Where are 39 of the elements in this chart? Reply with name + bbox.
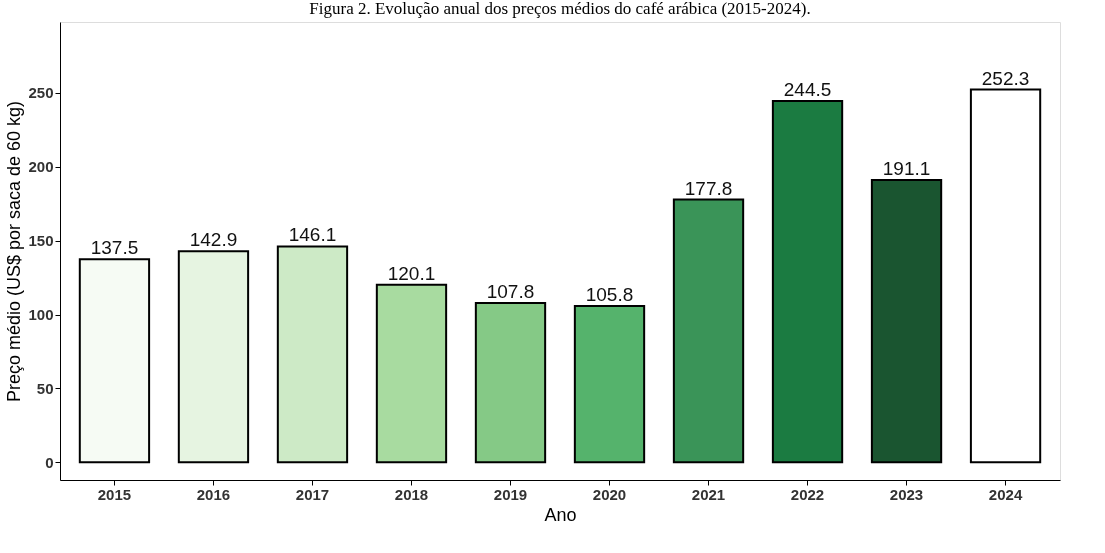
x-tick-label: 2019 bbox=[493, 485, 528, 503]
x-tick-label: 2017 bbox=[295, 485, 330, 503]
data-label: 146.1 bbox=[288, 224, 337, 246]
x-tick-label: 2022 bbox=[790, 485, 825, 503]
x-tick-label: 2018 bbox=[394, 485, 429, 503]
bar bbox=[969, 88, 1042, 464]
chart-title: Figura 2. Evolução anual dos preços médios do café arábica (2015-2024). bbox=[309, 0, 811, 18]
data-label: 120.1 bbox=[387, 262, 436, 284]
data-label: 244.5 bbox=[783, 79, 832, 101]
data-label: 177.8 bbox=[684, 177, 733, 199]
data-label: 191.1 bbox=[882, 157, 931, 179]
data-label: 107.8 bbox=[486, 281, 535, 303]
bar bbox=[276, 245, 349, 464]
data-label: 105.8 bbox=[585, 283, 634, 305]
bar bbox=[78, 258, 151, 464]
x-tick-label: 2015 bbox=[97, 485, 132, 503]
bar bbox=[177, 250, 250, 464]
x-tick-label: 2020 bbox=[592, 485, 627, 503]
data-label: 137.5 bbox=[90, 237, 139, 259]
x-tick-label: 2016 bbox=[196, 485, 231, 503]
y-tick-label: 250 bbox=[28, 84, 54, 102]
y-axis-title: Preço médio (US$ por saca de 60 kg) bbox=[4, 100, 25, 403]
y-tick-label: 200 bbox=[28, 158, 54, 176]
data-label: 142.9 bbox=[189, 229, 238, 251]
data-label: 252.3 bbox=[981, 67, 1030, 89]
x-axis-title: Ano bbox=[544, 504, 577, 525]
bar bbox=[375, 283, 448, 464]
bar bbox=[672, 198, 745, 464]
x-tick-label: 2023 bbox=[889, 485, 924, 503]
bar bbox=[474, 302, 547, 464]
x-tick-label: 2021 bbox=[691, 485, 726, 503]
bar bbox=[771, 100, 844, 464]
bar bbox=[870, 178, 943, 464]
y-tick-label: 50 bbox=[36, 379, 54, 397]
bar bbox=[573, 304, 646, 464]
y-tick-label: 100 bbox=[28, 306, 54, 324]
y-tick-label: 150 bbox=[28, 232, 54, 250]
y-tick-label: 0 bbox=[45, 453, 54, 471]
x-tick-label: 2024 bbox=[988, 485, 1023, 503]
